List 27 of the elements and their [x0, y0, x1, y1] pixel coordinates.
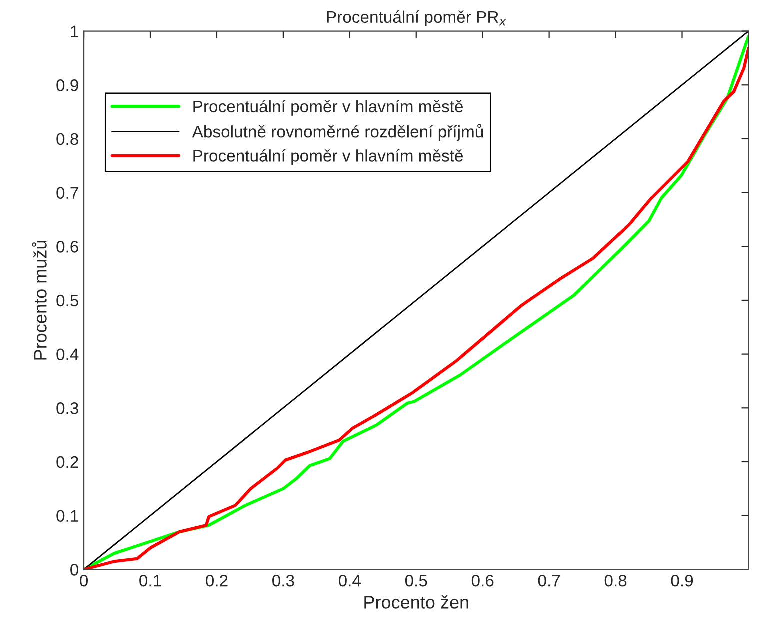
y-tick-label: 0.7: [56, 187, 78, 200]
y-tick-label: 0.8: [56, 133, 78, 146]
x-tick-label: 0.5: [405, 574, 428, 587]
chart-title: Procentuální poměr PR$_{x}$: [327, 10, 506, 26]
x-tick-label: 0.8: [604, 574, 627, 587]
y-tick-label: 0.4: [56, 348, 79, 361]
legend-label: Procentuální poměr v hlavním městě: [194, 100, 464, 116]
y-axis-title: Procento mužů: [32, 240, 47, 360]
x-tick-label: 0.9: [671, 574, 694, 587]
x-tick-label: 0.6: [472, 574, 494, 587]
y-tick-label: 0.5: [56, 294, 78, 307]
x-tick-label: 0.7: [538, 574, 560, 587]
y-tick-label: 0: [70, 564, 79, 576]
x-tick-label: 0: [80, 574, 88, 587]
y-tick-label: 0.6: [56, 241, 78, 253]
y-tick-label: 0.9: [56, 80, 78, 92]
x-tick-label: 0.1: [140, 574, 162, 587]
x-tick-label: 0.3: [272, 574, 294, 587]
x-tick-label: 0.4: [338, 574, 362, 587]
legend-label: Procentuální poměr v hlavním městě: [194, 149, 464, 166]
y-tick-label: 0.3: [56, 402, 78, 414]
legend-label: Absolutně rovnoměrné rozdělení příjmů: [192, 124, 484, 142]
x-axis-title: Procento žen: [364, 596, 468, 609]
x-tick-label: 0.2: [206, 574, 228, 587]
y-tick-label: 1: [71, 26, 78, 38]
y-tick-label: 0.2: [56, 456, 78, 468]
y-tick-label: 0.1: [56, 510, 78, 522]
